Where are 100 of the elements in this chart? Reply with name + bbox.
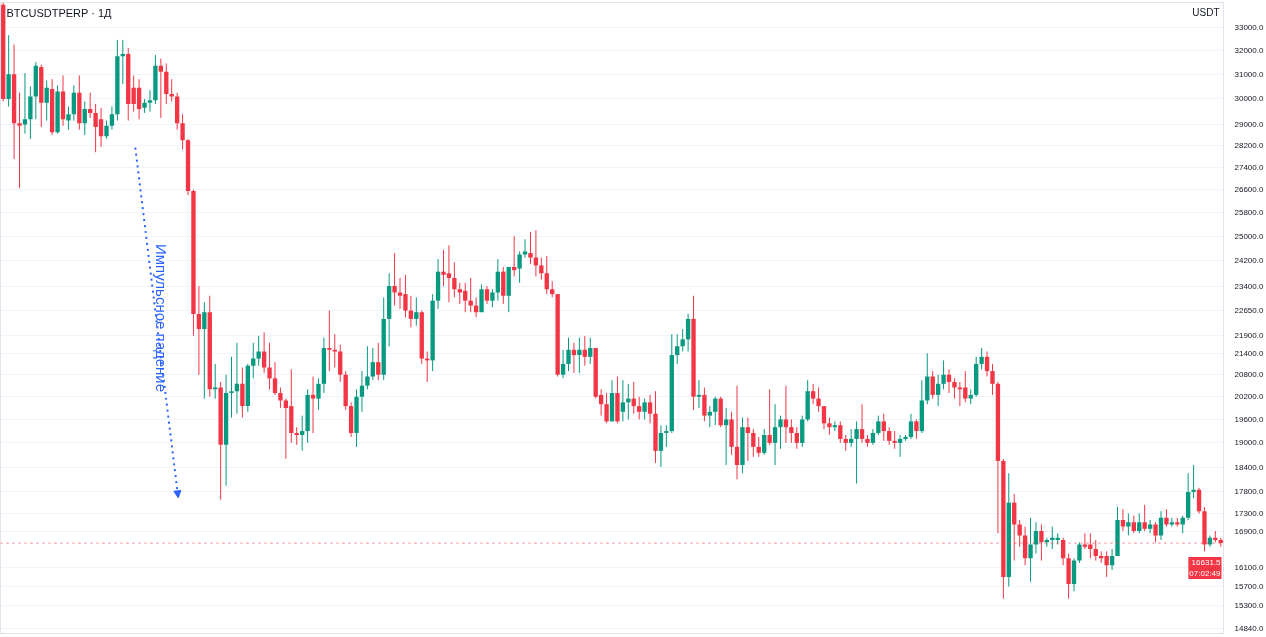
candlestick (762, 428, 767, 456)
candlestick (772, 403, 778, 466)
candlestick (881, 413, 886, 442)
candlestick (370, 347, 376, 381)
y-tick-label: 15300.0 (1234, 601, 1264, 611)
candlestick (713, 396, 718, 426)
y-tick-label: 30000.0 (1234, 94, 1264, 104)
candlestick (267, 342, 272, 390)
y-tick-label: 31000.0 (1234, 69, 1264, 79)
candlestick (810, 383, 816, 405)
candlestick (859, 403, 865, 444)
candlestick (1028, 517, 1033, 583)
candlestick (261, 331, 267, 374)
candlestick (338, 344, 343, 383)
y-tick-label: 19600.0 (1234, 414, 1264, 424)
candlestick (1126, 512, 1131, 537)
y-tick-label: 28200.0 (1234, 141, 1264, 151)
candlestick (620, 379, 626, 422)
candlestick (104, 120, 109, 140)
candlestick (229, 356, 234, 419)
candlestick (1196, 487, 1202, 514)
candlestick (800, 415, 805, 448)
candlestick (642, 398, 647, 420)
candlestick (696, 379, 702, 409)
y-tick-label: 21900.0 (1234, 331, 1264, 341)
candlestick (240, 367, 245, 419)
y-tick-label: 20200.0 (1234, 392, 1264, 402)
candlestick (941, 359, 946, 390)
candlestick (723, 407, 729, 466)
y-tick-label: 15700.0 (1234, 582, 1264, 591)
y-tick-label: 14840.0 (1234, 624, 1264, 634)
candlestick (702, 386, 707, 422)
y-tick-label: 29000.0 (1234, 119, 1264, 129)
candlestick (414, 296, 419, 327)
candlestick (680, 328, 685, 353)
candlestick (251, 342, 256, 379)
y-tick-label: 17800.0 (1234, 487, 1264, 497)
candlestick (147, 89, 153, 113)
candlestick (707, 405, 713, 428)
candlestick (1147, 519, 1153, 534)
candlestick (577, 337, 582, 374)
candlestick (278, 386, 283, 409)
candlestick (897, 434, 903, 458)
candlestick (539, 257, 544, 281)
candlestick (794, 426, 799, 450)
candlestick (582, 335, 587, 367)
candlestick (272, 361, 278, 396)
candlestick (1137, 512, 1142, 534)
candlestick (66, 106, 71, 131)
candlestick (957, 381, 963, 407)
candlestick (316, 377, 321, 411)
candlestick (778, 415, 783, 450)
candlestick (935, 374, 941, 407)
candlestick (832, 420, 838, 432)
candlestick (1153, 521, 1158, 543)
candlestick (71, 84, 77, 122)
y-tick-label: 33000.0 (1234, 22, 1264, 32)
candlestick (327, 310, 332, 372)
candlestick (196, 285, 202, 376)
candlestick (1077, 541, 1082, 564)
candlestick (164, 62, 169, 105)
candlestick (604, 392, 609, 424)
y-tick-label: 17300.0 (1234, 508, 1264, 518)
candlestick (479, 283, 484, 313)
candlestick (1191, 464, 1196, 499)
y-tick-label: 27400.0 (1234, 162, 1264, 172)
annotation: Импульсное падение (153, 243, 171, 393)
y-tick-label: 21400.0 (1234, 348, 1264, 358)
y-axis-title: USDT (1192, 6, 1220, 18)
candlestick (914, 418, 919, 440)
candlestick (1142, 504, 1147, 532)
candlestick (876, 415, 881, 436)
candlestick (789, 418, 794, 444)
y-tick-label: 26600.0 (1234, 185, 1264, 195)
candlestick (376, 342, 381, 381)
candlestick (517, 250, 522, 284)
candlestick (854, 420, 859, 485)
chart-title: BTCUSDTPERP · 1Д (6, 6, 113, 19)
candlestick (300, 415, 305, 452)
candlestick (88, 92, 93, 119)
candlestick (664, 424, 669, 448)
y-tick-label: 25800.0 (1234, 208, 1264, 218)
candlestick (566, 337, 571, 372)
candlestick (637, 396, 642, 420)
y-tick-label: 24200.0 (1234, 256, 1264, 266)
candlestick (952, 377, 957, 400)
candlestick (1120, 508, 1126, 532)
candlestick (392, 252, 397, 307)
candlestick (365, 345, 370, 390)
candlestick (468, 277, 473, 313)
candlestick (658, 424, 664, 468)
candlestick (588, 337, 593, 365)
candlestick (44, 79, 49, 122)
candlestick (310, 376, 316, 434)
candlestick (816, 386, 821, 413)
candlestick (158, 58, 164, 119)
candlestick (675, 333, 680, 365)
candlestick (930, 370, 935, 400)
candlestick (647, 394, 653, 424)
y-tick-label: 25000.0 (1234, 231, 1264, 241)
